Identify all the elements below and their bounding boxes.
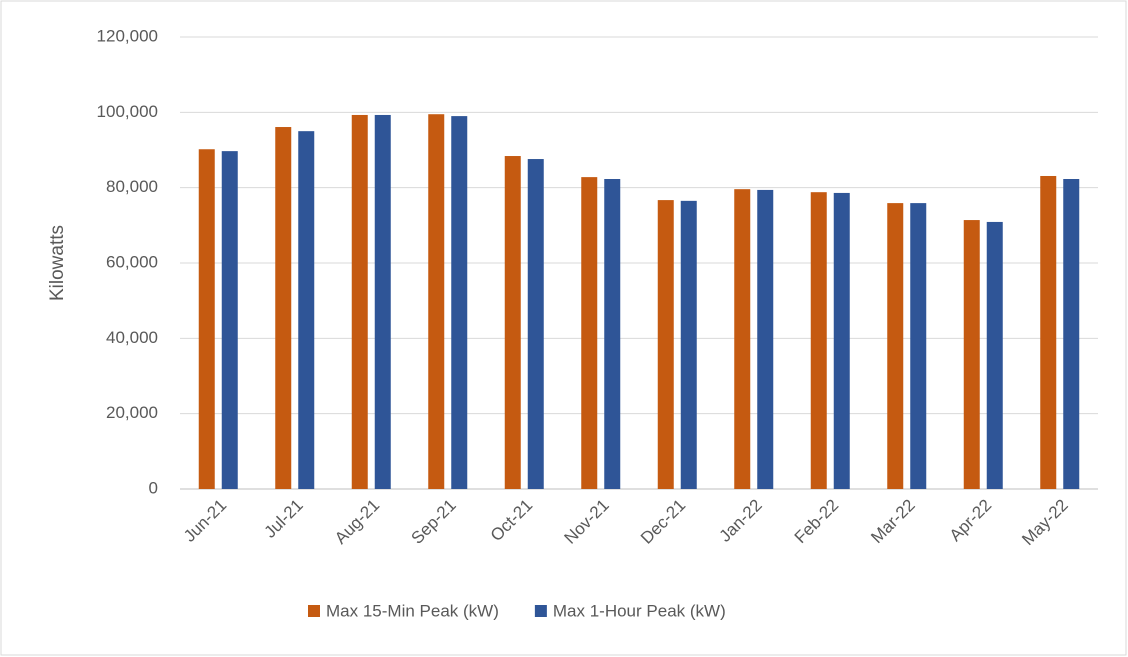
bar (374, 114, 391, 489)
bar (504, 156, 521, 489)
y-tick-label: 0 (149, 478, 158, 497)
legend-swatch (308, 605, 320, 617)
bar (810, 192, 827, 490)
bar (1040, 175, 1057, 490)
bar (351, 114, 368, 489)
y-tick-label: 100,000 (97, 102, 158, 121)
y-tick-label: 120,000 (97, 26, 158, 45)
bar (757, 189, 774, 489)
bar (1063, 179, 1080, 489)
bar (986, 221, 1003, 489)
y-tick-label: 20,000 (106, 403, 158, 422)
bar (527, 159, 544, 490)
y-axis-title: Kilowatts (47, 225, 68, 301)
y-tick-label: 60,000 (106, 252, 158, 271)
legend-swatch (534, 605, 547, 617)
legend-label: Max 1-Hour Peak (kW) (553, 601, 726, 620)
bar (581, 177, 598, 489)
bar (298, 131, 315, 489)
bar (734, 189, 751, 489)
bar (604, 179, 621, 489)
bar (963, 220, 980, 489)
bar (275, 127, 292, 490)
bar (198, 149, 215, 489)
bar (221, 151, 238, 489)
y-tick-label: 40,000 (106, 328, 158, 347)
bar (657, 200, 674, 489)
legend-label: Max 15-Min Peak (kW) (326, 601, 499, 620)
bar (451, 116, 468, 489)
bar (833, 192, 850, 489)
bar (680, 200, 697, 489)
bar (887, 203, 904, 490)
bar (910, 203, 927, 490)
bar (428, 114, 445, 489)
y-tick-label: 80,000 (106, 177, 158, 196)
